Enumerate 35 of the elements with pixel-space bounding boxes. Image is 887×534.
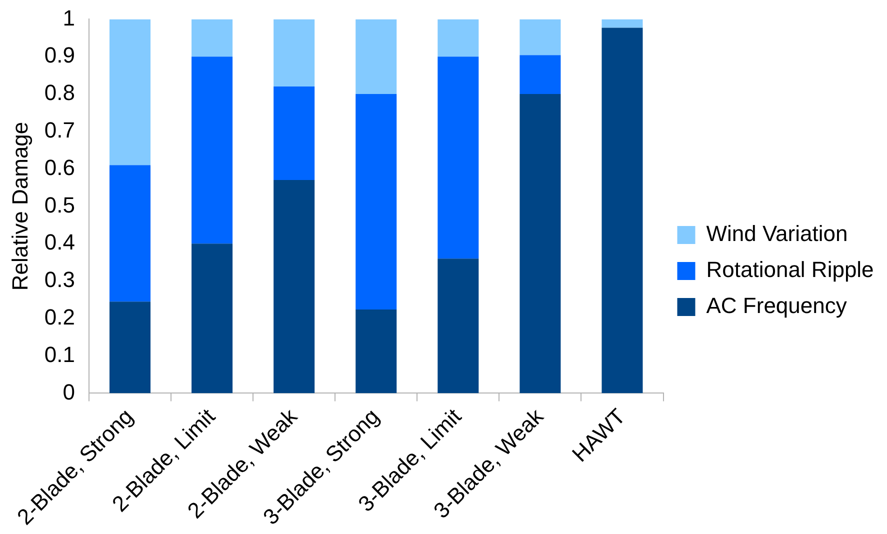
y-tick-label: 0.5 bbox=[44, 192, 75, 218]
y-tick-label: 0.3 bbox=[44, 267, 75, 292]
bar bbox=[109, 19, 151, 166]
bar bbox=[602, 19, 643, 28]
legend-label: Wind Variation bbox=[706, 221, 848, 246]
bar bbox=[109, 165, 151, 302]
y-tick-label: 0.9 bbox=[44, 42, 75, 68]
bar bbox=[356, 19, 397, 94]
y-tick-label: 0.6 bbox=[44, 154, 75, 180]
bar bbox=[192, 19, 233, 57]
bar bbox=[274, 180, 315, 394]
y-tick-label: 0.8 bbox=[44, 80, 75, 106]
bar bbox=[356, 309, 397, 394]
legend-label: AC Frequency bbox=[706, 293, 847, 318]
bar bbox=[438, 258, 479, 394]
bar bbox=[274, 86, 315, 180]
bar bbox=[109, 302, 151, 394]
y-tick-label: 0.2 bbox=[44, 304, 75, 330]
y-tick-label: 1 bbox=[62, 5, 75, 30]
y-tick-label: 0.4 bbox=[44, 230, 75, 255]
bar bbox=[438, 56, 479, 259]
bar bbox=[192, 244, 233, 394]
bar bbox=[274, 19, 315, 87]
y-tick-label: 0.7 bbox=[44, 117, 75, 142]
legend-label: Rotational Ripple bbox=[706, 257, 874, 282]
bar bbox=[438, 19, 479, 57]
bar bbox=[520, 94, 561, 394]
bar bbox=[520, 19, 561, 56]
y-axis-title: Relative Damage bbox=[7, 122, 32, 291]
y-tick-label: 0 bbox=[62, 379, 75, 404]
bar bbox=[520, 55, 561, 94]
bar bbox=[192, 56, 233, 244]
bar bbox=[356, 94, 397, 310]
y-tick-label: 0.1 bbox=[44, 342, 75, 367]
bar bbox=[602, 28, 643, 394]
